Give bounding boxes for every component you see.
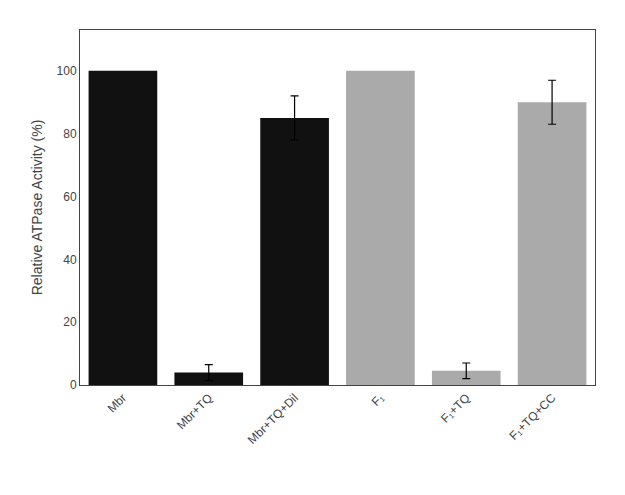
svg-text:F₁+TQ+CC: F₁+TQ+CC [507, 391, 559, 443]
svg-text:20: 20 [63, 315, 77, 329]
svg-text:Mbr+TQ+Dil: Mbr+TQ+Dil [245, 391, 301, 447]
svg-text:40: 40 [63, 253, 77, 267]
svg-text:Relative ATPase Activity (%): Relative ATPase Activity (%) [29, 120, 45, 296]
svg-text:F₁: F₁ [369, 391, 387, 409]
svg-text:60: 60 [63, 190, 77, 204]
svg-text:80: 80 [63, 127, 77, 141]
svg-text:Mbr: Mbr [105, 391, 130, 416]
svg-text:F₁+TQ: F₁+TQ [438, 391, 473, 426]
svg-text:0: 0 [70, 378, 77, 392]
svg-text:100: 100 [57, 64, 77, 78]
svg-text:Mbr+TQ: Mbr+TQ [174, 391, 215, 432]
